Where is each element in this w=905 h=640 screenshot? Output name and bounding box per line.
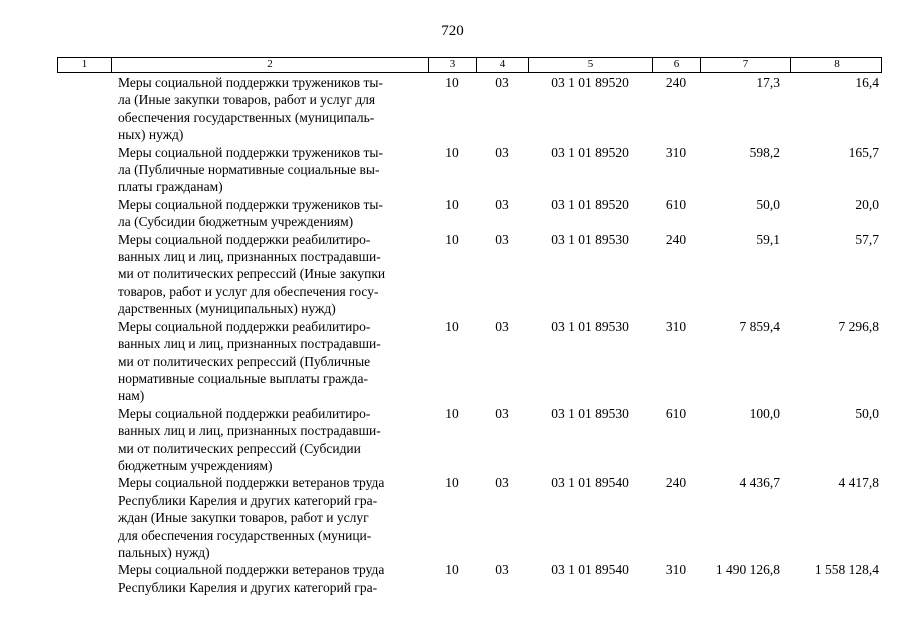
cell-csr-code: 03 1 01 89520: [551, 196, 629, 212]
cell-podrazdel: 03: [495, 318, 509, 334]
cell-amount-2: 57,7: [855, 231, 879, 247]
cell-razdel: 10: [445, 231, 459, 247]
header-cell-2: 2: [112, 58, 429, 72]
table-row: Меры социальной поддержки тружеников ты-…: [57, 196, 882, 231]
cell-measure-name: Меры социальной поддержки реабилитиро- в…: [118, 318, 381, 404]
cell-podrazdel: 03: [495, 231, 509, 247]
cell-amount-1: 598,2: [749, 144, 780, 160]
cell-amount-1: 1 490 126,8: [715, 562, 780, 578]
cell-vid-rashodov: 240: [665, 75, 687, 90]
cell-measure-name: Меры социальной поддержки тружеников ты-…: [118, 75, 383, 143]
header-cell-5: 5: [529, 58, 653, 72]
cell-amount-2: 16,4: [855, 75, 879, 90]
cell-podrazdel: 03: [495, 75, 509, 90]
table-row: Меры социальной поддержки тружеников ты-…: [57, 144, 882, 196]
cell-vid-rashodov: 310: [665, 562, 687, 578]
cell-razdel: 10: [445, 475, 459, 491]
cell-amount-1: 100,0: [749, 405, 780, 421]
cell-csr-code: 03 1 01 89530: [551, 231, 629, 247]
cell-podrazdel: 03: [495, 405, 509, 421]
cell-vid-rashodov: 240: [665, 231, 687, 247]
header-cell-1: 1: [58, 58, 112, 72]
table-row: Меры социальной поддержки реабилитиро- в…: [57, 318, 882, 405]
table-row: Меры социальной поддержки ветеранов труд…: [57, 561, 882, 596]
cell-measure-name: Меры социальной поддержки реабилитиро- в…: [118, 231, 386, 317]
cell-razdel: 10: [445, 196, 459, 212]
cell-measure-name: Меры социальной поддержки ветеранов труд…: [118, 562, 385, 595]
cell-amount-1: 4 436,7: [739, 475, 781, 491]
header-cell-7: 7: [701, 58, 791, 72]
cell-vid-rashodov: 610: [665, 196, 687, 212]
header-cell-6: 6: [653, 58, 701, 72]
cell-amount-1: 7 859,4: [739, 318, 781, 334]
cell-podrazdel: 03: [495, 475, 509, 491]
cell-csr-code: 03 1 01 89540: [551, 562, 629, 578]
cell-razdel: 10: [445, 75, 459, 90]
cell-amount-2: 4 417,8: [838, 475, 880, 491]
cell-vid-rashodov: 310: [665, 144, 687, 160]
cell-podrazdel: 03: [495, 562, 509, 578]
cell-measure-name: Меры социальной поддержки реабилитиро- в…: [118, 405, 381, 473]
cell-amount-1: 59,1: [756, 231, 780, 247]
cell-amount-2: 7 296,8: [838, 318, 880, 334]
cell-csr-code: 03 1 01 89520: [551, 144, 629, 160]
cell-vid-rashodov: 610: [665, 405, 687, 421]
cell-csr-code: 03 1 01 89530: [551, 405, 629, 421]
table-row: Меры социальной поддержки ветеранов труд…: [57, 474, 882, 561]
table-row: Меры социальной поддержки реабилитиро- в…: [57, 405, 882, 475]
cell-csr-code: 03 1 01 89540: [551, 475, 629, 491]
header-cell-4: 4: [477, 58, 529, 72]
cell-amount-1: 17,3: [756, 75, 780, 90]
table-row: Меры социальной поддержки тружеников ты-…: [57, 74, 882, 144]
cell-amount-2: 1 558 128,4: [814, 562, 879, 578]
cell-csr-code: 03 1 01 89530: [551, 318, 629, 334]
page-number: 720: [441, 23, 464, 39]
cell-razdel: 10: [445, 318, 459, 334]
cell-vid-rashodov: 310: [665, 318, 687, 334]
cell-amount-2: 20,0: [855, 196, 879, 212]
cell-razdel: 10: [445, 144, 459, 160]
header-cell-3: 3: [429, 58, 477, 72]
cell-vid-rashodov: 240: [665, 475, 687, 491]
table-row: Меры социальной поддержки реабилитиро- в…: [57, 231, 882, 318]
budget-table: 1 2 3 4 5 6 7 8 Меры социальной поддержк…: [57, 57, 882, 596]
table-header-row: 1 2 3 4 5 6 7 8: [57, 57, 882, 73]
cell-measure-name: Меры социальной поддержки тружеников ты-…: [118, 196, 383, 230]
cell-razdel: 10: [445, 405, 459, 421]
cell-amount-1: 50,0: [756, 196, 780, 212]
cell-csr-code: 03 1 01 89520: [551, 75, 629, 90]
cell-amount-2: 50,0: [855, 405, 879, 421]
header-cell-8: 8: [834, 58, 840, 70]
cell-measure-name: Меры социальной поддержки тружеников ты-…: [118, 144, 383, 195]
cell-podrazdel: 03: [495, 196, 509, 212]
cell-razdel: 10: [445, 562, 459, 578]
cell-podrazdel: 03: [495, 144, 509, 160]
table-body: Меры социальной поддержки тружеников ты-…: [57, 74, 882, 596]
cell-amount-2: 165,7: [848, 144, 879, 160]
cell-measure-name: Меры социальной поддержки ветеранов труд…: [118, 475, 385, 560]
